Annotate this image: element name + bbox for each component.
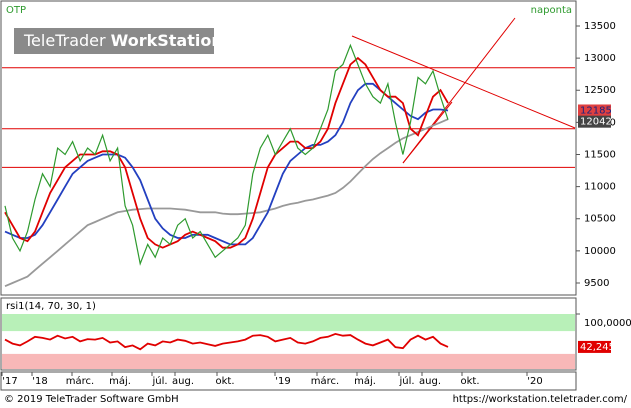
- footer-left: © 2019 TeleTrader Software GmbH: [4, 394, 179, 405]
- value-badge: [578, 104, 611, 117]
- series-line: [4, 43, 449, 266]
- series-line: [4, 118, 449, 288]
- watermark-text: WorkStation: [111, 31, 223, 50]
- x-tick-label: máj.: [109, 375, 131, 387]
- overbought-band: [2, 314, 575, 332]
- trend-line: [402, 17, 516, 164]
- x-tick-label: '19: [275, 376, 290, 387]
- y-tick-label: 13000: [584, 53, 616, 64]
- x-tick-label: máj.: [354, 375, 376, 387]
- y-tick-label: 10000: [584, 246, 616, 257]
- y-tick-label: 11000: [584, 182, 616, 193]
- x-tick-label: márc.: [66, 375, 94, 387]
- watermark-text: TeleTrader: [23, 31, 111, 50]
- y-tick-label: 10500: [584, 214, 616, 225]
- oversold-band: [2, 353, 575, 369]
- x-tick-label: aug.: [172, 376, 194, 387]
- rsi-tick-label: 100,0000: [584, 318, 631, 329]
- trend-line: [351, 35, 576, 129]
- series-line: [4, 82, 449, 246]
- x-tick-label: '18: [32, 376, 47, 387]
- rsi-title: rsi1(14, 70, 30, 1): [6, 301, 96, 312]
- y-tick-label: 11500: [584, 149, 616, 160]
- x-tick-label: '17: [2, 376, 17, 387]
- x-tick-label: júl.: [398, 375, 414, 387]
- x-tick-label: aug.: [419, 376, 441, 387]
- value-badge-label: 12042: [580, 117, 612, 128]
- footer-right: https://workstation.teletrader.com/: [453, 394, 628, 405]
- value-badge-label: 42,2455: [580, 342, 621, 353]
- watermark-box: [14, 28, 214, 54]
- interval: naponta: [531, 5, 572, 16]
- x-tick-label: '20: [527, 376, 542, 387]
- x-tick-label: okt.: [460, 376, 479, 387]
- y-tick-label: 12500: [584, 85, 616, 96]
- y-tick-label: 9500: [584, 278, 609, 289]
- y-tick-label: 13500: [584, 21, 616, 32]
- series-line: [4, 332, 449, 351]
- trend-line: [402, 101, 453, 164]
- watermark: TeleTrader WorkStation: [23, 31, 223, 50]
- value-badge: [578, 340, 611, 353]
- symbol: OTP: [6, 5, 26, 16]
- x-tick-label: okt.: [215, 376, 234, 387]
- value-badge-label: 12185: [580, 105, 612, 116]
- x-tick-label: júl.: [151, 375, 167, 387]
- value-badge: [578, 115, 611, 128]
- x-tick-label: márc.: [311, 375, 339, 387]
- x-axis-panel: [0, 371, 577, 391]
